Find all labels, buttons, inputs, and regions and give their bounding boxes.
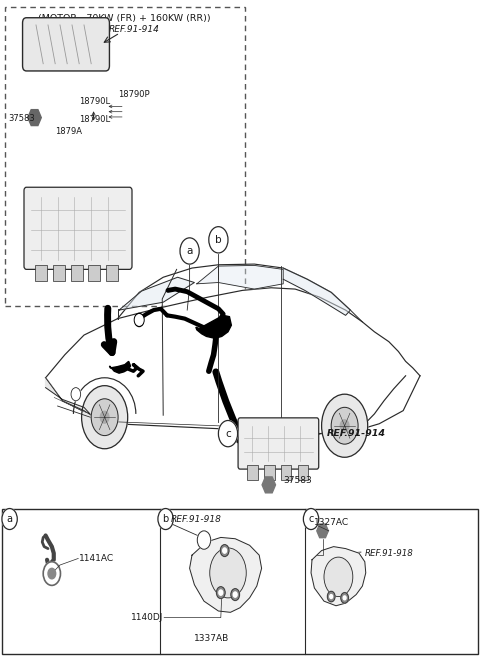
Bar <box>88 265 100 281</box>
Circle shape <box>180 238 199 264</box>
Text: REF.91-914: REF.91-914 <box>109 25 160 34</box>
Bar <box>2 509 478 654</box>
Bar <box>264 465 275 480</box>
Text: 37583: 37583 <box>283 476 312 486</box>
Circle shape <box>343 596 346 600</box>
Text: c: c <box>308 514 314 524</box>
Circle shape <box>43 562 60 585</box>
Bar <box>5 7 245 306</box>
Circle shape <box>322 394 368 457</box>
Text: b: b <box>162 514 169 524</box>
Circle shape <box>210 548 246 598</box>
Bar <box>247 465 258 480</box>
Circle shape <box>223 548 227 553</box>
Polygon shape <box>28 110 41 125</box>
Text: 1141AC: 1141AC <box>79 554 114 563</box>
FancyBboxPatch shape <box>24 187 132 269</box>
Circle shape <box>91 399 118 436</box>
Bar <box>106 265 118 281</box>
Polygon shape <box>311 547 366 606</box>
Text: 18790P: 18790P <box>118 90 149 99</box>
FancyBboxPatch shape <box>23 18 109 71</box>
Circle shape <box>158 509 173 530</box>
Circle shape <box>218 420 238 447</box>
Circle shape <box>220 545 229 556</box>
Circle shape <box>219 590 223 595</box>
Text: 18790L: 18790L <box>79 97 110 106</box>
Circle shape <box>82 386 128 449</box>
Text: a: a <box>7 514 12 524</box>
Polygon shape <box>196 315 231 338</box>
Text: 1337AB: 1337AB <box>193 634 229 643</box>
Text: a: a <box>186 246 193 256</box>
Text: REF.91-918: REF.91-918 <box>365 549 414 558</box>
Text: REF.91-918: REF.91-918 <box>170 514 221 524</box>
Polygon shape <box>190 537 262 612</box>
Text: 1327AC: 1327AC <box>314 518 349 527</box>
Circle shape <box>303 509 319 530</box>
Circle shape <box>331 407 358 444</box>
Polygon shape <box>109 361 131 373</box>
Text: c: c <box>225 428 231 439</box>
Text: 1879A: 1879A <box>55 127 82 136</box>
Circle shape <box>71 388 81 401</box>
Text: b: b <box>215 235 222 245</box>
Bar <box>298 465 308 480</box>
Text: REF.91-914: REF.91-914 <box>326 429 385 438</box>
Text: 37583: 37583 <box>9 114 36 123</box>
Bar <box>35 265 47 281</box>
Text: (MOTOR - 70KW (FR) + 160KW (RR)): (MOTOR - 70KW (FR) + 160KW (RR)) <box>38 14 211 24</box>
Polygon shape <box>283 268 350 315</box>
Circle shape <box>48 568 56 579</box>
Circle shape <box>2 509 17 530</box>
Bar <box>281 465 291 480</box>
Circle shape <box>330 595 333 599</box>
Polygon shape <box>46 378 91 415</box>
Polygon shape <box>317 524 328 537</box>
Circle shape <box>134 313 144 327</box>
Polygon shape <box>119 277 194 310</box>
Polygon shape <box>197 265 283 289</box>
Polygon shape <box>262 477 276 493</box>
Circle shape <box>209 227 228 253</box>
Bar <box>53 265 65 281</box>
Circle shape <box>341 593 348 603</box>
Circle shape <box>327 591 335 602</box>
FancyBboxPatch shape <box>238 418 319 469</box>
Circle shape <box>324 557 353 597</box>
Circle shape <box>197 531 211 549</box>
Text: 18790L: 18790L <box>79 115 110 124</box>
Polygon shape <box>46 288 420 434</box>
Text: 1140DJ: 1140DJ <box>131 613 163 622</box>
Circle shape <box>340 420 349 432</box>
Circle shape <box>231 589 240 600</box>
Circle shape <box>100 411 109 423</box>
Circle shape <box>233 592 237 597</box>
Bar <box>71 265 83 281</box>
Circle shape <box>135 315 143 325</box>
Circle shape <box>216 587 225 599</box>
